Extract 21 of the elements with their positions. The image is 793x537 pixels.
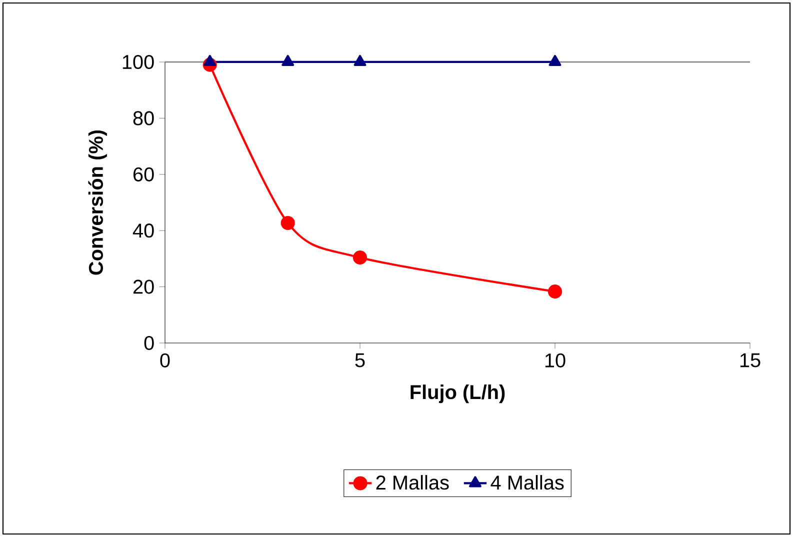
x-tick-label: 0 — [160, 353, 170, 368]
y-tick-label: 80 — [133, 111, 154, 126]
legend-label: 2 Mallas — [376, 475, 449, 490]
point — [548, 284, 562, 299]
x-tick-label: 15 — [740, 353, 760, 368]
point — [352, 250, 368, 265]
y-tick-label: 40 — [132, 224, 154, 238]
x-axis-title: Flujo (L/h) — [410, 384, 505, 404]
y-axis-title: Conversión (%) — [88, 130, 107, 275]
y-tick-label: 20 — [133, 280, 154, 294]
x-tick-label: 10 — [545, 353, 566, 368]
point — [548, 54, 562, 66]
legend-label: 4 Mallas — [490, 475, 564, 490]
point — [204, 54, 216, 66]
x-tick-label: 5 — [355, 353, 365, 368]
y-tick-label: 60 — [133, 167, 154, 182]
point — [282, 54, 294, 66]
y-tick-label: 0 — [144, 336, 154, 350]
point — [280, 216, 295, 230]
point — [354, 54, 366, 66]
y-tick-label: 100 — [122, 54, 154, 70]
